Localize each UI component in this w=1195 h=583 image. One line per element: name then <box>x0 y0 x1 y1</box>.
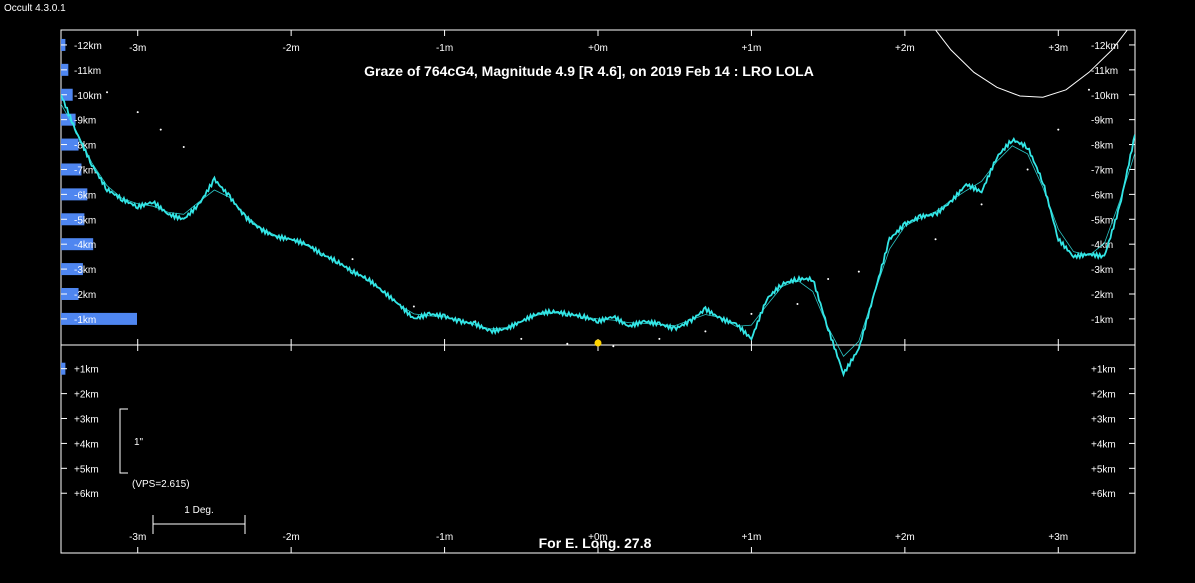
histogram-bar <box>61 287 79 300</box>
predicted-dot <box>520 337 523 340</box>
x-axis-labels-top: -3m -2m -1m +0m +1m +2m +3m <box>129 43 1068 54</box>
y-tick-label: -9km <box>74 116 96 127</box>
y-tick-label: +5km <box>74 464 99 475</box>
y-tick-label: +3km <box>74 415 99 426</box>
app-title: Occult 4.3.0.1 <box>4 3 66 14</box>
y-tick-label: -1km <box>74 315 96 326</box>
x-tick-label: -1m <box>436 43 453 54</box>
histogram-bar <box>61 188 88 201</box>
x-tick-label: +2m <box>895 43 915 54</box>
x-tick-label: -3m <box>129 43 146 54</box>
y-tick-label: -1km <box>1091 315 1113 326</box>
histogram-bar <box>61 138 79 151</box>
scale-bar-label: 1" <box>134 437 144 448</box>
y-tick-label: -3km <box>74 265 96 276</box>
profile-histogram <box>61 38 137 375</box>
x-tick-label: +0m <box>588 43 608 54</box>
predicted-dot <box>1026 168 1029 171</box>
axis-ticks <box>137 30 1059 553</box>
y-tick-label: -8km <box>1091 141 1113 152</box>
predicted-dot <box>704 330 707 333</box>
vps-label: (VPS=2.615) <box>132 479 190 490</box>
predicted-dot <box>750 312 753 315</box>
y-tick-label: +2km <box>74 390 99 401</box>
x-axis-labels-bottom: -3m -2m -1m +0m +1m +2m +3m <box>129 532 1068 543</box>
x-tick-label: -3m <box>129 532 146 543</box>
y-tick-label: +6km <box>1091 489 1116 500</box>
profile-smooth-line <box>61 103 1135 357</box>
x-tick-label: +1m <box>742 43 762 54</box>
y-tick-label: +2km <box>1091 390 1116 401</box>
predicted-dot <box>857 270 860 273</box>
predicted-dot <box>159 128 162 131</box>
predicted-dot <box>658 337 661 340</box>
x-tick-label: +2m <box>895 532 915 543</box>
y-tick-label: -7km <box>1091 165 1113 176</box>
x-tick-label: -2m <box>283 43 300 54</box>
y-tick-label: +1km <box>74 365 99 376</box>
limb-curve <box>934 30 1128 98</box>
chart-title: Graze of 764cG4, Magnitude 4.9 [R 4.6], … <box>364 63 814 79</box>
predicted-dot <box>1087 88 1090 91</box>
y-tick-label: +5km <box>1091 464 1116 475</box>
predicted-dot <box>827 278 830 281</box>
y-tick-label: -6km <box>1091 190 1113 201</box>
plot-frame <box>60 29 1136 554</box>
predicted-dot <box>566 342 569 345</box>
predicted-dot <box>106 91 109 94</box>
predicted-dot <box>934 238 937 241</box>
y-tick-label: -11km <box>1091 66 1118 77</box>
y-tick-label: -4km <box>74 240 96 251</box>
histogram-bar <box>61 213 85 226</box>
degree-bar <box>152 515 246 534</box>
y-tick-label: -7km <box>74 165 96 176</box>
degree-bar-label: 1 Deg. <box>184 505 213 516</box>
predicted-dot <box>1057 128 1060 131</box>
y-tick-label: -9km <box>1091 116 1113 127</box>
predicted-dots <box>106 88 1090 348</box>
y-tick-label: -2km <box>1091 290 1113 301</box>
predicted-dot <box>412 305 415 308</box>
histogram-bar <box>61 163 82 176</box>
histogram-bar <box>61 263 83 276</box>
predicted-dot <box>136 111 139 114</box>
y-tick-label: -12km <box>74 41 102 52</box>
x-tick-label: +3m <box>1048 532 1068 543</box>
y-tick-label: -8km <box>74 141 96 152</box>
x-tick-label: +1m <box>742 532 762 543</box>
y-tick-label: -12km <box>1091 41 1119 52</box>
y-tick-label: -3km <box>1091 265 1113 276</box>
scale-bar <box>119 408 128 474</box>
y-axis-labels-right: -12km-11km-10km-9km-8km-7km-6km-5km-4km-… <box>1091 41 1135 500</box>
predicted-dot <box>182 146 185 149</box>
predicted-dot <box>351 258 354 261</box>
y-tick-label: -10km <box>74 91 102 102</box>
x-tick-label: -1m <box>436 532 453 543</box>
y-tick-label: +1km <box>1091 365 1116 376</box>
y-tick-label: +4km <box>1091 439 1116 450</box>
x-tick-label: +3m <box>1048 43 1068 54</box>
predicted-dot <box>980 203 983 206</box>
x-tick-label: +0m <box>588 532 608 543</box>
y-tick-label: -11km <box>74 66 101 77</box>
y-tick-label: -6km <box>74 190 96 201</box>
histogram-bar <box>61 238 94 251</box>
y-axis-labels-left: -12km -11km -10km -9km -8km -7km -6km -5km -4km -… <box>61 41 102 500</box>
y-tick-label: -10km <box>1091 91 1119 102</box>
y-tick-label: +3km <box>1091 415 1116 426</box>
y-tick-label: +6km <box>74 489 99 500</box>
profile-line <box>61 94 1135 378</box>
x-tick-label: -2m <box>283 532 300 543</box>
y-tick-label: -5km <box>74 215 96 226</box>
predicted-dot <box>612 345 615 348</box>
y-tick-label: -5km <box>1091 215 1113 226</box>
chart-footer: For E. Long. 27.8 <box>539 535 652 551</box>
y-tick-label: +4km <box>74 439 99 450</box>
predicted-dot <box>796 302 799 305</box>
histogram-bar <box>61 312 137 325</box>
y-tick-label: -2km <box>74 290 96 301</box>
star-marker <box>594 339 602 347</box>
